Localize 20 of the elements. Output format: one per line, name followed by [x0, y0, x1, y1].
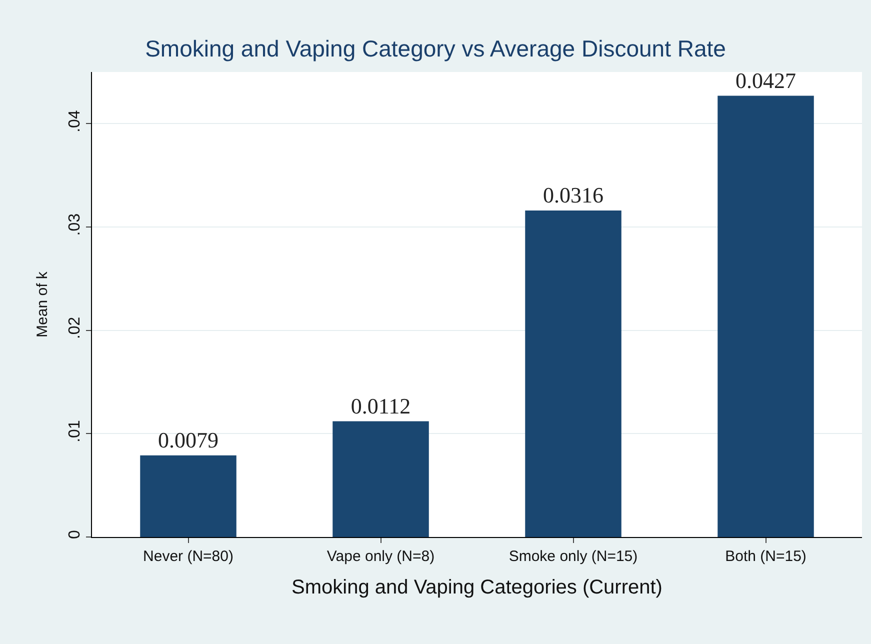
- chart-title: Smoking and Vaping Category vs Average Discount Rate: [145, 35, 726, 62]
- x-tick-label: Vape only (N=8): [326, 548, 435, 565]
- y-tick-label: .01: [66, 420, 84, 442]
- data-label: 0.0427: [736, 68, 796, 93]
- data-label: 0.0316: [543, 182, 604, 208]
- data-label: 0.0079: [158, 427, 219, 452]
- bar: [332, 421, 429, 537]
- y-tick-label: .04: [66, 110, 84, 132]
- y-tick-label: .03: [66, 213, 84, 236]
- bar: [140, 455, 236, 537]
- y-tick-label: .02: [66, 316, 84, 340]
- x-tick-label: Both (N=15): [725, 548, 806, 565]
- x-axis-title: Smoking and Vaping Categories (Current): [292, 576, 662, 598]
- x-tick-label: Never (N=80): [143, 548, 234, 565]
- data-label: 0.0112: [350, 393, 411, 418]
- y-axis-title: Mean of k: [34, 271, 51, 338]
- x-tick-label: Smoke only (N=15): [508, 548, 638, 565]
- bar: [718, 96, 814, 537]
- bar: [525, 210, 622, 537]
- y-tick-label: 0: [66, 530, 84, 540]
